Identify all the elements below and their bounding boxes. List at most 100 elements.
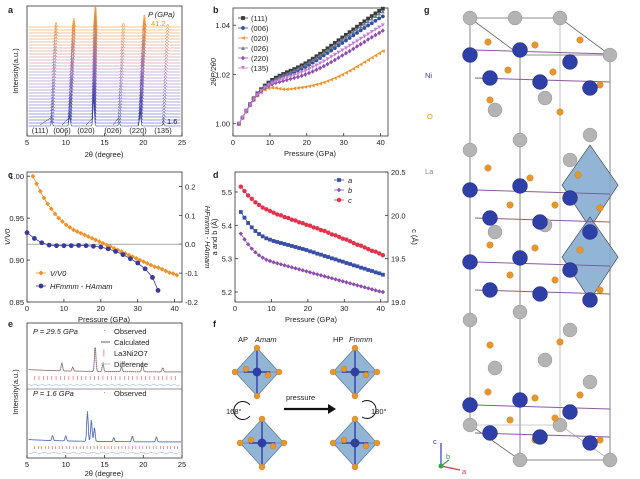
data-point xyxy=(300,268,305,273)
oxygen-atom xyxy=(242,365,250,373)
data-point xyxy=(170,271,176,276)
data-point xyxy=(304,222,309,228)
la-atom xyxy=(582,374,598,390)
xrd-pattern-2 xyxy=(28,90,181,121)
x-tick-label: 0 xyxy=(231,138,235,147)
nickel-atom xyxy=(582,80,598,96)
oxygen-atom xyxy=(362,371,370,379)
peak-pointer xyxy=(39,116,52,126)
data-point xyxy=(377,16,382,21)
data-point xyxy=(344,50,348,56)
data-point xyxy=(358,28,363,33)
y-tick-label: 0.85 xyxy=(9,298,24,307)
cell-edge xyxy=(469,17,521,56)
nickel-atom xyxy=(462,47,478,63)
x-tick-label: 25 xyxy=(178,138,186,147)
nickel-atom xyxy=(482,210,498,226)
data-point xyxy=(148,262,154,268)
la-atom xyxy=(487,224,503,240)
data-point xyxy=(336,234,342,240)
data-point xyxy=(159,266,165,272)
data-point xyxy=(318,65,322,71)
data-point xyxy=(380,289,386,295)
data-point xyxy=(270,81,275,86)
oxygen-atom xyxy=(264,371,272,379)
la-atom xyxy=(462,10,478,26)
legend-marker xyxy=(241,66,245,70)
data-point xyxy=(321,59,326,64)
xrd-pattern-11 xyxy=(28,64,181,94)
data-point xyxy=(326,255,331,259)
xrd-pattern-24 xyxy=(28,27,181,55)
data-point xyxy=(377,51,382,56)
data-point xyxy=(325,61,330,67)
oxygen-atom xyxy=(596,204,604,212)
data-point xyxy=(74,229,80,234)
data-point xyxy=(244,109,249,114)
data-point xyxy=(105,246,111,252)
oxygen-atom xyxy=(484,38,492,46)
data-point xyxy=(71,227,76,233)
data-point xyxy=(340,53,345,58)
data-point xyxy=(340,37,345,42)
data-point xyxy=(303,85,308,89)
peak-pointer xyxy=(112,116,120,126)
legend-marker xyxy=(241,26,245,30)
data-point xyxy=(348,262,353,266)
data-point xyxy=(150,275,155,280)
data-point xyxy=(133,255,139,261)
oxygen-atom xyxy=(506,201,514,209)
data-point xyxy=(271,239,276,243)
data-point xyxy=(96,239,102,245)
oxygen-atom xyxy=(486,341,494,349)
oxygen-atom xyxy=(576,391,584,399)
data-point xyxy=(366,19,370,24)
panel-a-patterns xyxy=(28,6,181,127)
data-point xyxy=(288,87,293,91)
data-point xyxy=(318,61,322,66)
data-point xyxy=(24,230,30,236)
nickel-atom xyxy=(562,54,578,70)
data-point xyxy=(329,232,335,237)
data-point xyxy=(340,41,345,45)
data-point xyxy=(304,269,309,274)
y-tick-label: 5.4 xyxy=(222,221,232,230)
oxygen-atom xyxy=(373,368,381,376)
axis-a-line xyxy=(440,465,461,471)
xrd-pattern-23 xyxy=(28,30,181,58)
data-point xyxy=(336,278,342,283)
data-point xyxy=(278,262,284,267)
panel-c-series xyxy=(24,173,180,293)
panel-label-c: c xyxy=(8,170,13,180)
la-atom xyxy=(512,452,528,468)
xrd-pattern-10 xyxy=(28,68,181,97)
xrd-pattern-18 xyxy=(28,42,181,73)
oxygen-atom xyxy=(574,171,582,179)
data-point xyxy=(260,255,265,260)
nickel-atom xyxy=(462,182,478,198)
panel-label-f: f xyxy=(213,319,217,329)
data-point xyxy=(369,14,374,19)
data-point xyxy=(37,188,43,194)
panel-f-right-label: HP xyxy=(333,335,343,344)
oxygen-atom xyxy=(596,436,604,444)
nickel-atom xyxy=(582,435,598,451)
data-point xyxy=(284,87,289,92)
oxygen-atom xyxy=(253,392,261,400)
data-point xyxy=(321,80,326,85)
peak-label: (020) xyxy=(77,126,95,135)
axis-b-label: b xyxy=(446,452,450,461)
data-point xyxy=(310,65,315,70)
difference-bottom xyxy=(28,452,180,454)
y2-tick-label: -0.2 xyxy=(185,298,198,307)
legend-observed-2: Observed xyxy=(114,389,147,398)
nickel-atom xyxy=(582,292,598,308)
data-point xyxy=(358,24,363,29)
oxygen-atom xyxy=(253,344,261,352)
data-point xyxy=(380,6,385,11)
data-point xyxy=(299,70,304,75)
observed-top xyxy=(28,347,182,373)
data-point xyxy=(377,30,382,36)
data-point xyxy=(63,222,69,228)
data-point xyxy=(135,260,141,266)
